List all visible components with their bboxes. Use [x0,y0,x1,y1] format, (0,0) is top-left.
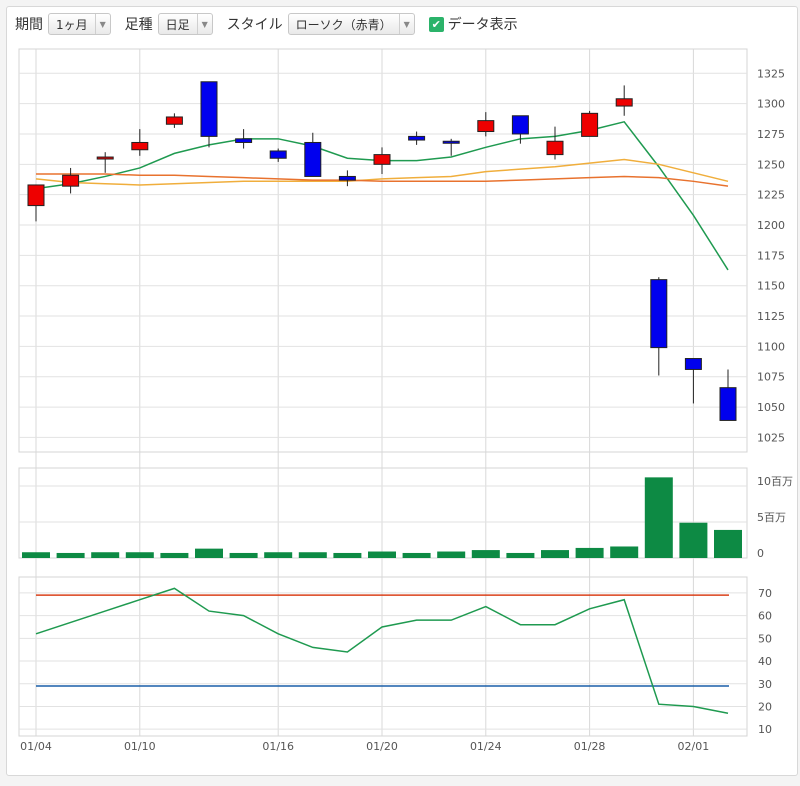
volume-bar [264,552,293,558]
moving-average-line-1 [35,158,729,186]
x-tick-label: 01/04 [20,740,52,753]
candle-body [269,150,287,159]
chart-pane-1 [18,467,748,559]
volume-tick-label: 5百万 [757,511,786,524]
price-tick-label: 1275 [757,128,785,141]
candle-body [62,174,80,187]
volume-bar [160,552,189,558]
foot-select[interactable]: 日足 ▼ [157,13,213,35]
foot-label: 足種 [124,17,153,33]
price-tick-label: 1300 [757,98,785,111]
data-display-checkbox[interactable]: ✔ [428,16,444,32]
volume-bar [195,548,223,558]
candle-body [511,115,529,135]
volume-bar [125,552,154,558]
candle-body [408,135,426,141]
candle-body [650,279,668,349]
price-tick-label: 1025 [757,431,785,444]
candle-body [235,138,253,143]
chevron-down-icon: ▼ [196,14,212,34]
chart-toolbar: 期間 1ヶ月 ▼ 足種 日足 ▼ スタイル ローソク（赤青） ▼ ✔ データ表示 [7,7,797,41]
candle-body [442,140,460,144]
x-tick-label: 01/28 [574,740,606,753]
checkmark-icon: ✔ [431,17,441,31]
volume-bar [56,552,85,558]
x-tick-label: 01/20 [366,740,398,753]
candle-body [165,116,183,125]
volume-bar [437,551,466,558]
volume-bar [506,552,535,558]
candle-body [581,112,599,137]
volume-bar [402,552,431,558]
style-select[interactable]: ローソク（赤青） ▼ [287,13,415,35]
price-tick-label: 1100 [757,340,785,353]
candle-body [477,120,495,133]
oscillator-tick-label: 60 [758,610,772,623]
oscillator-tick-label: 50 [758,632,772,645]
x-tick-label: 01/24 [470,740,502,753]
volume-bar [679,522,708,558]
candle-body [615,98,633,107]
volume-bar [541,550,569,558]
volume-tick-label: 0 [757,547,764,560]
candle-body [684,358,702,370]
oscillator-tick-label: 10 [758,723,772,736]
price-tick-label: 1050 [757,401,785,414]
volume-bar [229,552,258,558]
foot-value: 日足 [165,17,190,32]
chart-pane-2 [18,576,748,737]
price-tick-label: 1075 [757,371,785,384]
oscillator-tick-label: 30 [758,678,772,691]
moving-average-line-2 [36,173,729,187]
chart-pane-0 [18,48,748,453]
period-value: 1ヶ月 [56,17,88,32]
x-tick-label: 01/10 [124,740,156,753]
period-label: 期間 [15,17,43,33]
price-tick-label: 1175 [757,249,785,262]
oscillator-line [35,587,729,715]
price-tick-label: 1125 [757,310,785,323]
volume-bar [610,546,639,558]
volume-bar [644,477,673,558]
x-tick-label: 02/01 [678,740,710,753]
period-select[interactable]: 1ヶ月 ▼ [48,13,111,35]
volume-bar [714,529,742,558]
chevron-down-icon: ▼ [398,14,414,34]
candle-body [131,141,149,151]
data-display-label: データ表示 [447,17,518,33]
x-tick-label: 01/16 [262,740,294,753]
oscillator-tick-label: 20 [758,700,772,713]
candle-body [373,154,391,165]
price-tick-label: 1250 [757,158,785,171]
volume-bar [22,552,50,558]
volume-bar [298,552,327,558]
volume-tick-label: 10百万 [757,475,793,488]
price-tick-label: 1325 [757,67,785,80]
volume-bar [471,550,500,558]
style-value: ローソク（赤青） [295,17,392,32]
volume-bar [575,547,604,558]
candle-body [96,156,114,160]
price-tick-label: 1200 [757,219,785,232]
price-tick-label: 1225 [757,189,785,202]
price-tick-label: 1150 [757,280,785,293]
candle-body [719,387,737,421]
volume-bar [368,551,396,558]
candle-body [304,141,322,177]
candle-body [27,184,45,207]
volume-bar [91,552,120,558]
volume-bar [333,552,362,558]
candle-body [338,175,356,181]
oscillator-tick-label: 40 [758,655,772,668]
style-label: スタイル [226,17,283,33]
candle-body [200,81,218,137]
candle-body [546,140,564,156]
oscillator-tick-label: 70 [758,587,772,600]
chevron-down-icon: ▼ [94,14,110,34]
